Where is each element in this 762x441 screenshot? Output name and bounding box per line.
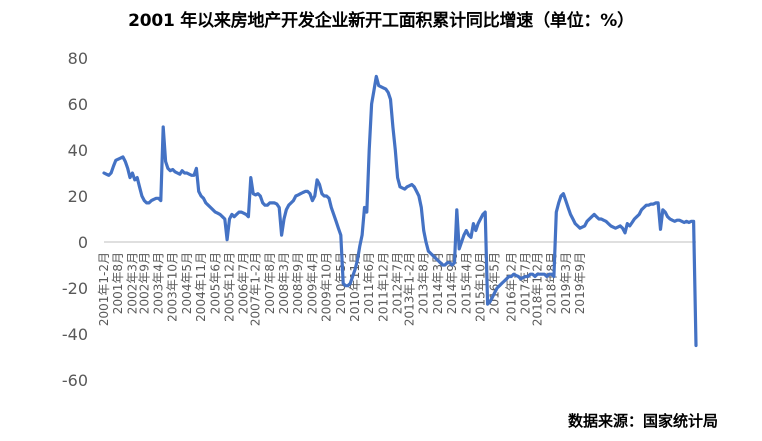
x-tick-label: 2003年4月 — [151, 252, 165, 314]
x-tick-label: 2004年5月 — [180, 252, 194, 314]
x-tick-label: 2005年12月 — [223, 252, 237, 322]
x-tick-label: 2008年3月 — [277, 252, 291, 314]
x-tick-label: 2003年10月 — [166, 252, 180, 322]
chart-title: 2001 年以来房地产开发企业新开工面积累计同比增速（单位：%） — [128, 11, 634, 31]
y-tick-label: -40 — [62, 325, 88, 344]
x-tick-label: 2008年9月 — [291, 252, 305, 314]
x-tick-label: 2009年4月 — [305, 252, 319, 314]
x-tick-label: 2019年9月 — [573, 252, 587, 314]
x-tick-label: 2016年12月 — [504, 252, 518, 322]
y-axis-ticks: 80 60 40 20 0 -20 -40 -60 — [62, 49, 88, 390]
y-tick-label: 60 — [68, 95, 88, 114]
x-tick-label: 2015年4月 — [459, 252, 473, 314]
source-note: 数据来源：国家统计局 — [567, 412, 718, 430]
x-tick-label: 2018年8月 — [545, 252, 559, 314]
x-tick-label: 2002年3月 — [125, 252, 139, 314]
x-tick-label: 2014年3月 — [431, 252, 445, 314]
x-tick-label: 2002年9月 — [137, 252, 151, 314]
y-tick-label: -60 — [62, 371, 88, 390]
y-tick-label: 0 — [78, 233, 88, 252]
x-tick-label: 2007年8月 — [263, 252, 277, 314]
y-tick-label: 40 — [68, 141, 88, 160]
x-tick-label: 2005年6月 — [208, 252, 222, 314]
x-tick-label: 2011年12月 — [376, 252, 390, 322]
x-tick-label: 2012年7月 — [391, 252, 405, 314]
x-tick-label: 2001年1-2月 — [97, 252, 111, 326]
y-tick-label: -20 — [62, 279, 88, 298]
x-tick-label: 2007年1-2月 — [249, 252, 263, 326]
y-tick-label: 20 — [68, 187, 88, 206]
x-tick-label: 2013年1-2月 — [402, 252, 416, 326]
x-tick-label: 2013年8月 — [417, 252, 431, 314]
x-tick-label: 2006年7月 — [237, 252, 251, 314]
series-line — [102, 74, 698, 348]
y-tick-label: 80 — [68, 49, 88, 68]
x-tick-label: 2004年11月 — [194, 252, 208, 322]
x-tick-label: 2018年1-2月 — [530, 252, 544, 326]
x-tick-label: 2010年11月 — [348, 252, 362, 322]
x-tick-label: 2016年5月 — [488, 252, 502, 314]
x-tick-label: 2017年7月 — [519, 252, 533, 314]
x-tick-label: 2001年8月 — [111, 252, 125, 314]
x-tick-label: 2010年5月 — [334, 252, 348, 314]
x-tick-label: 2009年10月 — [320, 252, 334, 322]
x-tick-label: 2014年9月 — [445, 252, 459, 314]
x-tick-label: 2015年10月 — [474, 252, 488, 322]
x-tick-label: 2019年3月 — [559, 252, 573, 314]
x-tick-label: 2011年6月 — [362, 252, 376, 314]
